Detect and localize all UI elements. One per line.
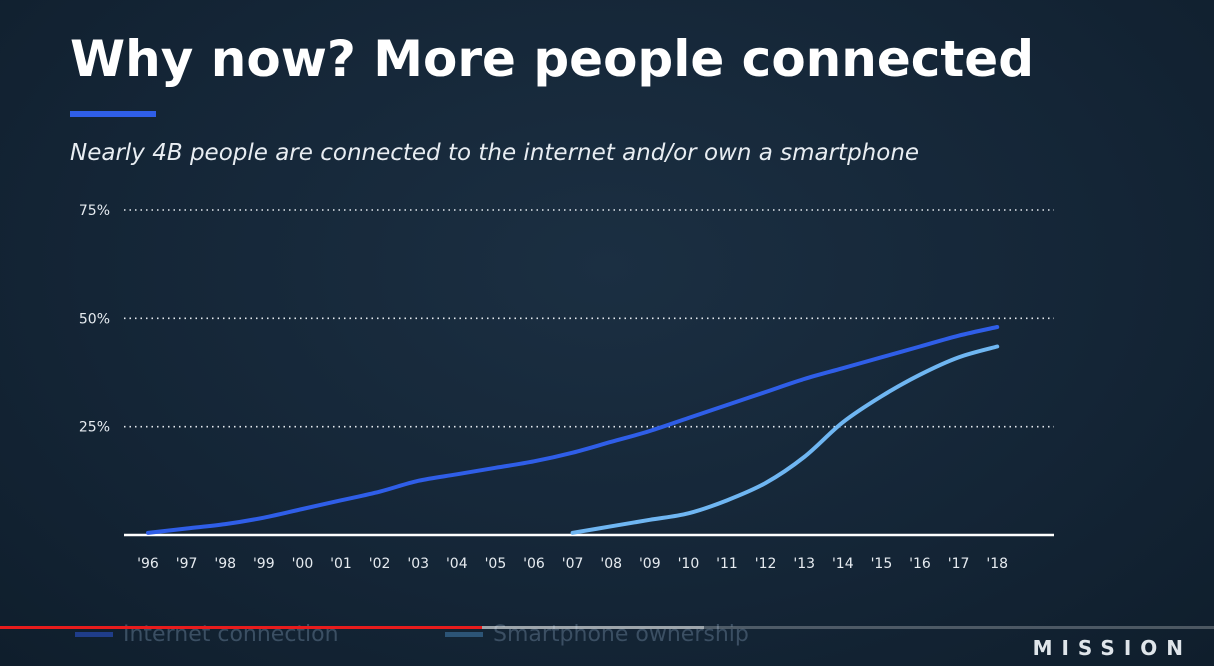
video-progress-bar[interactable] xyxy=(0,626,1214,629)
x-tick-label: '01 xyxy=(330,556,352,572)
x-tick-label: '03 xyxy=(407,556,429,572)
video-played-bar xyxy=(0,626,482,629)
y-tick-label: 25% xyxy=(79,420,110,436)
x-tick-label: '04 xyxy=(446,556,468,572)
video-buffer-bar xyxy=(481,626,705,629)
slide-subtitle: Nearly 4B people are connected to the in… xyxy=(70,140,920,166)
x-tick-label: '05 xyxy=(485,556,507,572)
x-tick-label: '06 xyxy=(523,556,545,572)
x-tick-label: '11 xyxy=(716,556,738,572)
brand-logo: MISSION xyxy=(1032,636,1192,660)
x-tick-label: '97 xyxy=(176,556,198,572)
x-tick-label: '07 xyxy=(562,556,584,572)
legend-label-smartphone: Smartphone ownership xyxy=(493,622,749,647)
x-tick-label: '10 xyxy=(678,556,700,572)
series-line-smartphone xyxy=(570,344,1000,535)
y-tick-label: 50% xyxy=(79,311,110,327)
x-tick-label: '09 xyxy=(639,556,661,572)
x-tick-label: '02 xyxy=(369,556,391,572)
x-tick-label: '18 xyxy=(986,556,1008,572)
x-tick-label: '13 xyxy=(793,556,815,572)
y-tick-label: 75% xyxy=(79,203,110,219)
x-tick-label: '00 xyxy=(292,556,314,572)
x-tick-label: '16 xyxy=(909,556,931,572)
x-tick-label: '17 xyxy=(948,556,970,572)
x-tick-label: '15 xyxy=(871,556,893,572)
chart-series xyxy=(146,325,1000,535)
chart-y-tick-labels: 25% 50% 75% xyxy=(79,203,110,436)
legend-item-smartphone: Smartphone ownership xyxy=(445,622,749,647)
chart-x-tick-labels: '96 '97 '98 '99 '00 '01 '02 '03 '04 '05 '06 '07 '08 '… xyxy=(137,556,1008,572)
slide-title: Why now? More people connected xyxy=(70,30,1035,88)
x-tick-label: '12 xyxy=(755,556,777,572)
series-line-internet xyxy=(146,325,1000,535)
x-tick-label: '96 xyxy=(137,556,159,572)
title-underline xyxy=(70,111,156,117)
x-tick-label: '08 xyxy=(600,556,622,572)
line-chart: 25% 50% 75% '96 '97 '98 '99 '00 '01 '02 '03 '04 '05… xyxy=(79,203,1054,572)
x-tick-label: '98 xyxy=(214,556,236,572)
x-tick-label: '14 xyxy=(832,556,854,572)
legend-swatch-smartphone xyxy=(445,632,483,637)
chart-gridlines xyxy=(124,209,1054,428)
legend-swatch-internet xyxy=(75,632,113,637)
x-tick-label: '99 xyxy=(253,556,275,572)
